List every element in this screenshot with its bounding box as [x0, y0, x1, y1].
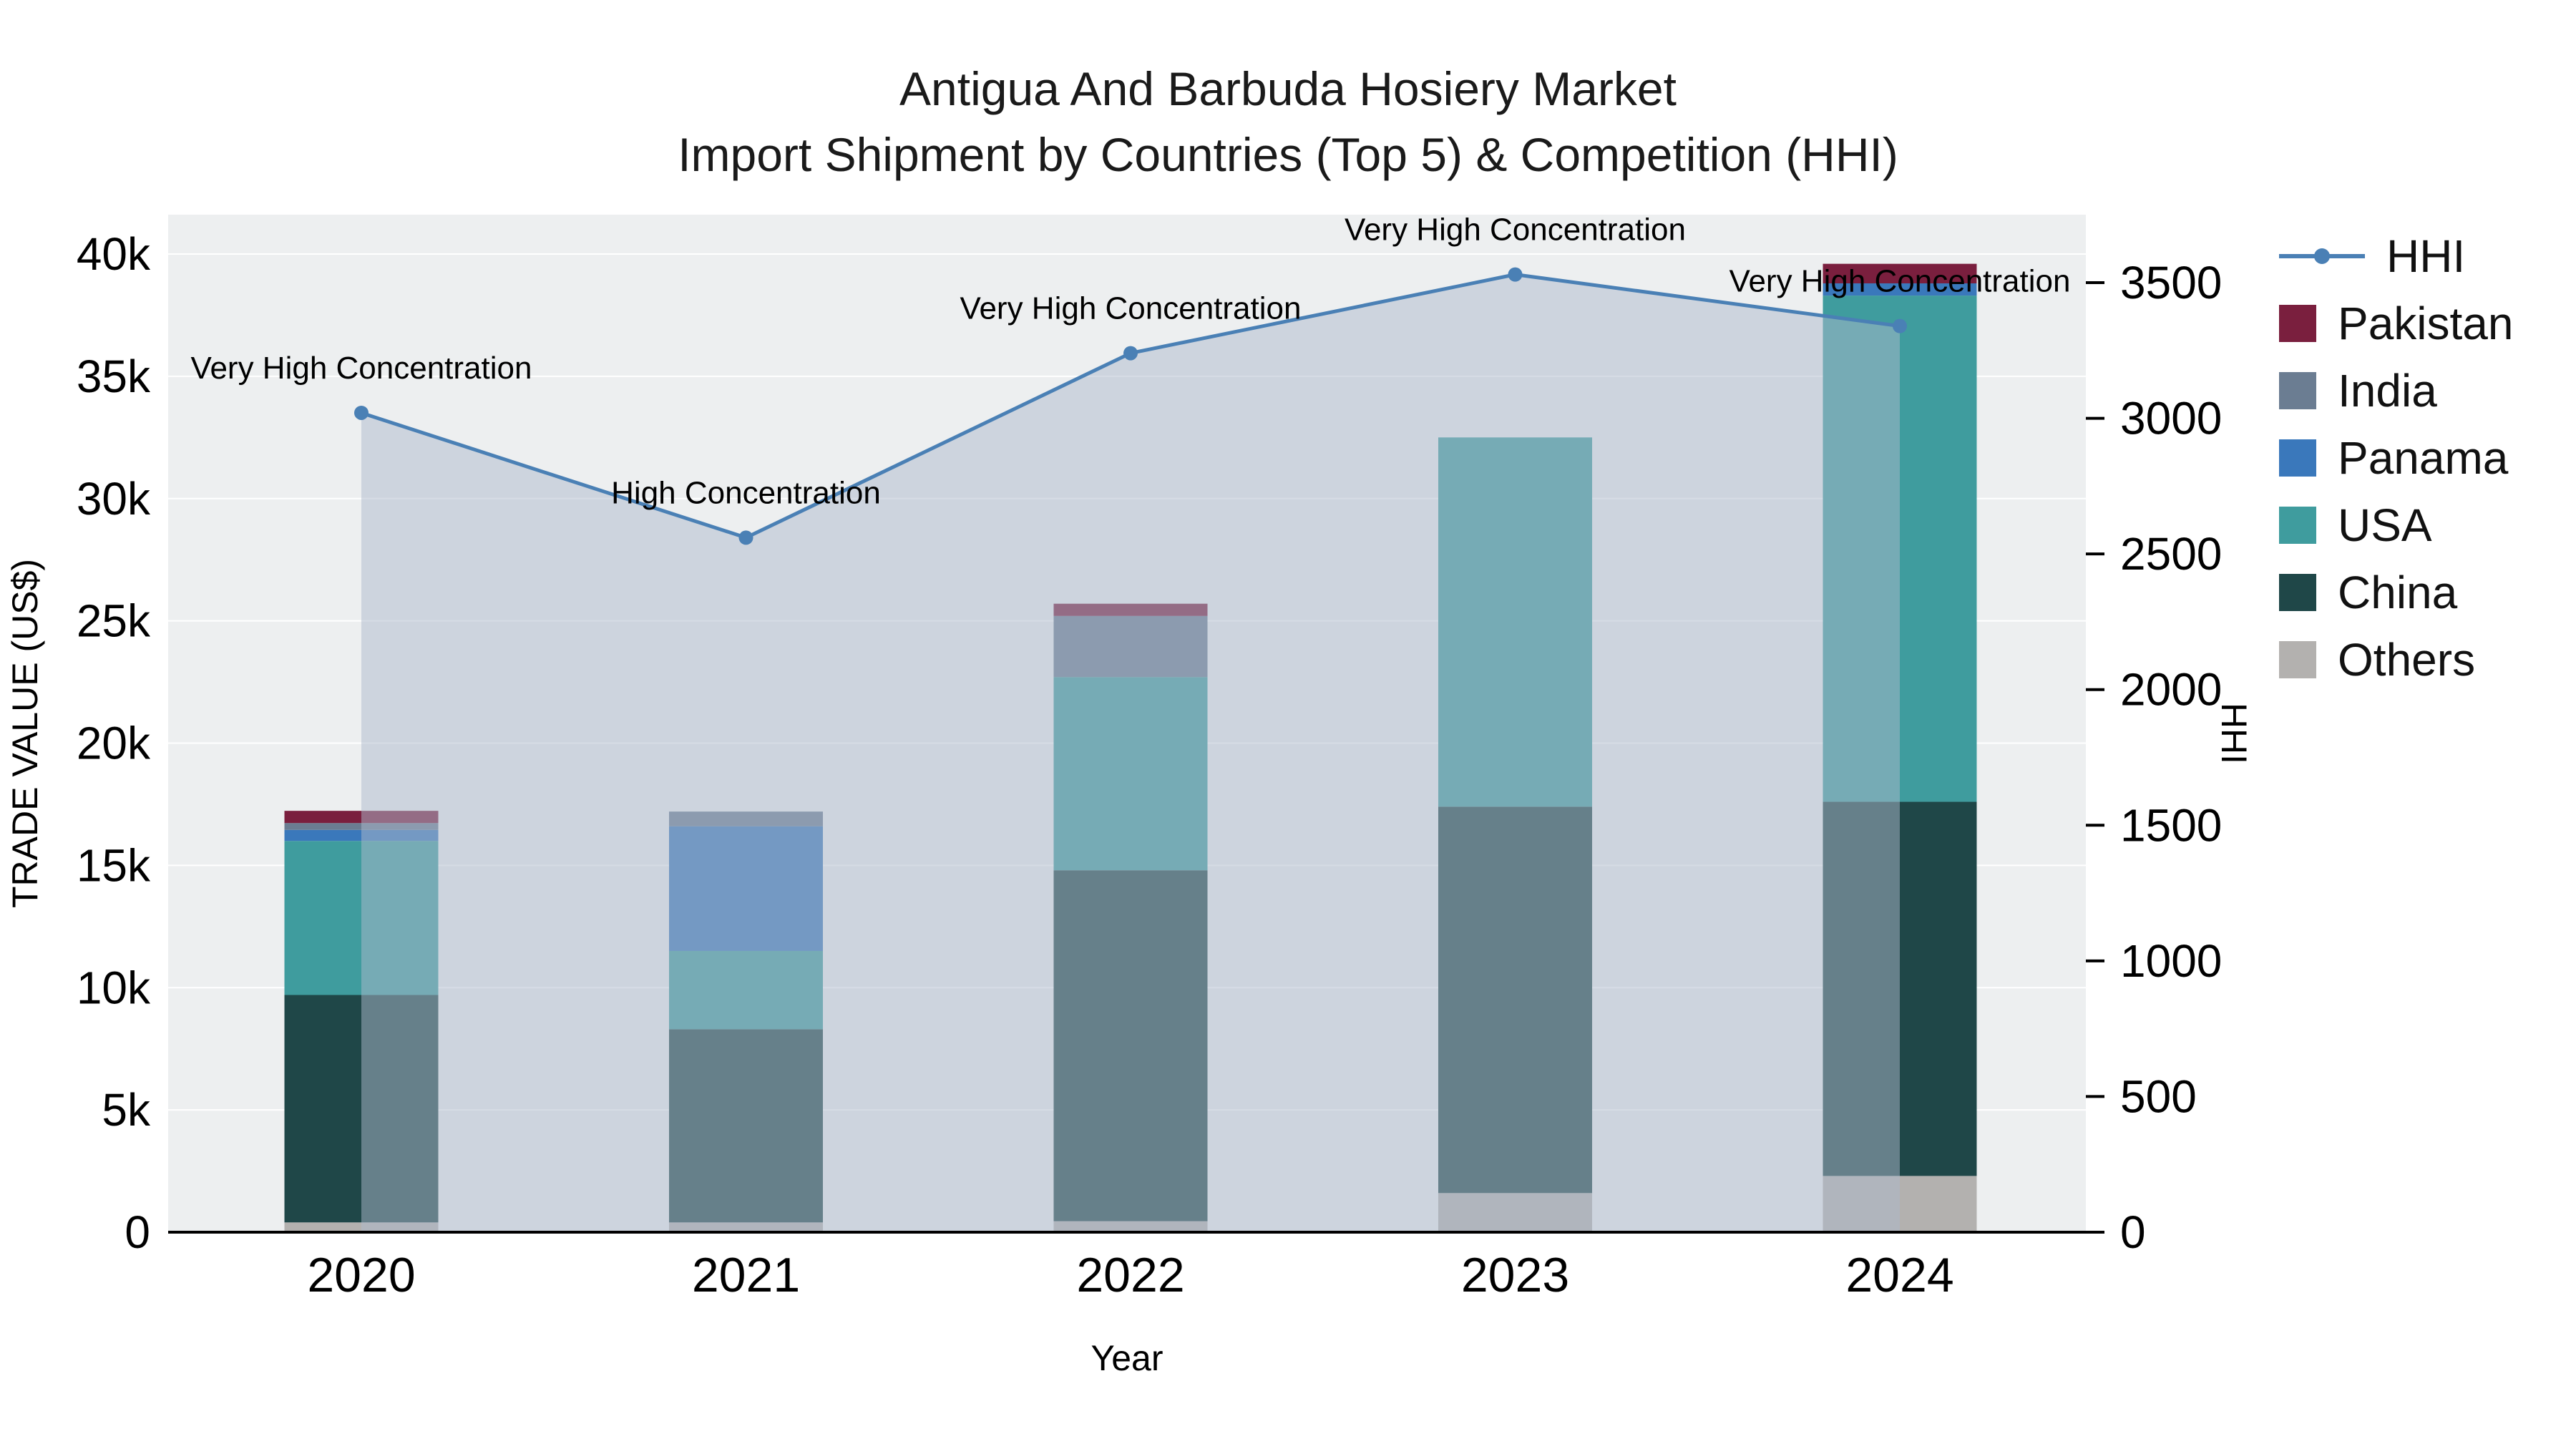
legend-label-china: China [2338, 567, 2458, 618]
y-left-tick-25k: 25k [77, 595, 151, 647]
y-left-tick-10k: 10k [77, 962, 151, 1013]
hhi-marker-2023[interactable] [1508, 267, 1523, 282]
y-right-tick-2500: 2500 [2120, 528, 2222, 580]
x-tick-2022: 2022 [1076, 1248, 1184, 1302]
bar-segment-panama-2024[interactable] [1823, 283, 1977, 296]
y-left-tick-5k: 5k [102, 1084, 151, 1136]
legend-swatch-pakistan [2279, 305, 2316, 342]
hhi-area-fill [361, 274, 1900, 1232]
y-left-tick-35k: 35k [77, 351, 151, 402]
legend-item-usa[interactable]: USA [2279, 499, 2513, 551]
chart-title: Antigua And Barbuda Hosiery Market Impor… [0, 56, 2576, 188]
y-right-tick-3500: 3500 [2120, 257, 2222, 308]
y-axis-title-right: HHI [2214, 703, 2254, 764]
chart-title-line1: Antigua And Barbuda Hosiery Market [899, 62, 1677, 115]
annotation-2024: Very High Concentration [1729, 264, 2071, 299]
x-tick-2020: 2020 [307, 1248, 415, 1302]
legend-label-hhi: HHI [2386, 230, 2466, 282]
x-tick-2024: 2024 [1845, 1248, 1953, 1302]
legend-line-sample [2279, 248, 2365, 264]
annotation-2021: High Concentration [611, 475, 881, 510]
hhi-marker-2022[interactable] [1123, 346, 1138, 361]
legend: HHI Pakistan India Panama USA China Others [2279, 230, 2513, 686]
legend-label-usa: USA [2338, 499, 2432, 551]
legend-item-panama[interactable]: Panama [2279, 432, 2513, 484]
chart-title-line2: Import Shipment by Countries (Top 5) & C… [678, 128, 1898, 182]
y-left-tick-0: 0 [125, 1206, 150, 1258]
legend-swatch-others [2279, 641, 2316, 678]
y-right-tick-3000: 3000 [2120, 393, 2222, 444]
hhi-marker-2024[interactable] [1893, 318, 1907, 333]
legend-swatch-india [2279, 372, 2316, 409]
y-left-tick-30k: 30k [77, 473, 151, 525]
hhi-marker-2020[interactable] [354, 405, 369, 420]
y-left-tick-20k: 20k [77, 718, 151, 769]
y-right-tick-500: 500 [2120, 1070, 2197, 1122]
legend-label-pakistan: Pakistan [2338, 298, 2514, 349]
y-left-tick-15k: 15k [77, 839, 151, 891]
legend-label-others: Others [2338, 634, 2476, 686]
y-right-tick-1000: 1000 [2120, 935, 2222, 987]
legend-label-panama: Panama [2338, 432, 2509, 484]
legend-item-pakistan[interactable]: Pakistan [2279, 298, 2513, 349]
legend-item-india[interactable]: India [2279, 365, 2513, 416]
bar-segment-pakistan-2024[interactable] [1823, 263, 1977, 284]
legend-item-hhi[interactable]: HHI [2279, 230, 2513, 282]
y-right-tick-0: 0 [2120, 1206, 2146, 1258]
annotation-2023: Very High Concentration [1345, 213, 1686, 248]
legend-item-china[interactable]: China [2279, 567, 2513, 618]
legend-item-others[interactable]: Others [2279, 634, 2513, 686]
y-left-tick-40k: 40k [77, 228, 151, 280]
legend-label-india: India [2338, 365, 2437, 416]
y-right-tick-1500: 1500 [2120, 799, 2222, 851]
y-axis-title-left: TRADE VALUE (US$) [5, 559, 45, 908]
legend-swatch-usa [2279, 507, 2316, 544]
x-tick-2021: 2021 [692, 1248, 800, 1302]
annotation-2020: Very High Concentration [191, 351, 532, 386]
legend-swatch-china [2279, 574, 2316, 611]
x-axis-title: Year [1091, 1338, 1163, 1378]
hhi-marker-2021[interactable] [738, 530, 753, 545]
legend-swatch-panama [2279, 439, 2316, 477]
annotation-2022: Very High Concentration [960, 291, 1302, 326]
y-right-tick-2000: 2000 [2120, 664, 2222, 716]
x-tick-2023: 2023 [1461, 1248, 1569, 1302]
